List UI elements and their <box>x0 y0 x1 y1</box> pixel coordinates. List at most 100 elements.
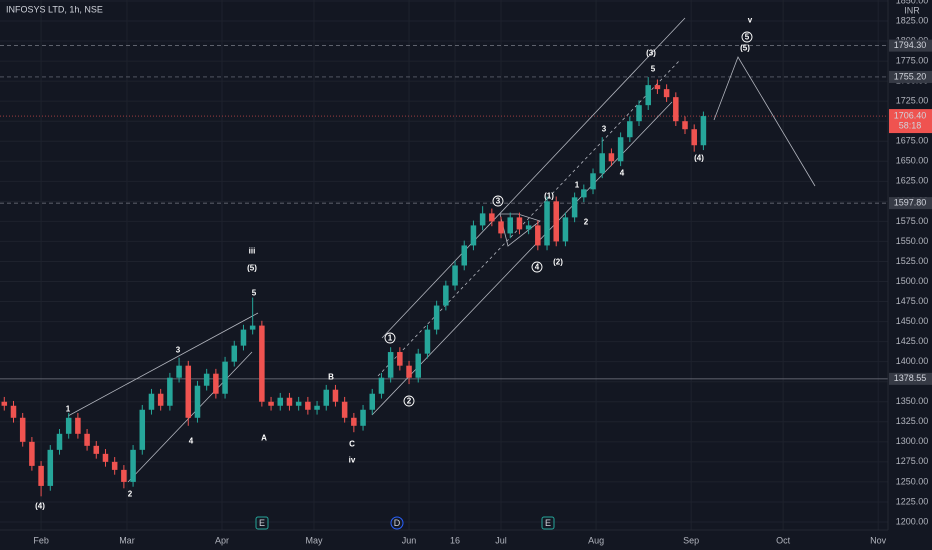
y-tick-label: 1725.00 <box>896 96 929 106</box>
wave-label: A <box>261 434 267 443</box>
candle-body <box>323 389 330 406</box>
candle-body <box>406 365 412 378</box>
channel-mid <box>377 59 681 377</box>
y-tick-label: 1350.00 <box>896 396 929 406</box>
candle-body <box>599 153 605 174</box>
candle-body <box>259 325 265 402</box>
level-label: 1794.30 <box>894 40 927 50</box>
candle-body <box>516 217 523 230</box>
x-tick-label: Jul <box>495 535 507 545</box>
candle-body <box>332 389 339 402</box>
candle-body <box>305 401 311 410</box>
candle-body <box>544 201 550 246</box>
candle-body <box>102 453 109 462</box>
candle-body <box>369 393 376 410</box>
candle-body <box>645 85 651 106</box>
level-tag <box>889 197 932 210</box>
candle-body <box>231 345 238 362</box>
candle-body <box>415 353 422 378</box>
event-icon <box>255 516 269 530</box>
candle-body <box>295 401 302 406</box>
y-tick-label: 1775.00 <box>896 55 929 65</box>
x-tick-label: Sep <box>683 535 699 545</box>
candle-body <box>56 433 63 450</box>
level-tag <box>889 372 932 385</box>
candle-body <box>10 405 17 418</box>
grid <box>0 0 888 530</box>
wave-label: 5 <box>745 33 750 42</box>
y-tick-label: 1300.00 <box>896 436 929 446</box>
candle-body <box>75 417 81 434</box>
last-price-tag <box>889 109 932 134</box>
channel-line <box>381 17 686 339</box>
wave-label: (3) <box>646 49 656 58</box>
candle-body <box>249 325 256 330</box>
candle-body <box>489 213 495 222</box>
candle-body <box>535 225 541 246</box>
candle-body <box>700 116 707 146</box>
wave-label: 4 <box>620 169 625 178</box>
wave-circle <box>741 31 753 43</box>
wave-label: 4 <box>189 437 194 446</box>
y-tick-label: 1575.00 <box>896 216 929 226</box>
candle-body <box>65 417 72 434</box>
wave-label: (4) <box>694 154 704 163</box>
candle-body <box>314 405 320 410</box>
candle-body <box>185 365 192 418</box>
x-tick-label: Feb <box>33 535 49 545</box>
y-tick-label: 1625.00 <box>896 176 929 186</box>
wave-label: 2 <box>407 397 412 406</box>
wave-label: 1 <box>66 405 71 414</box>
x-tick-label: Nov <box>870 535 887 545</box>
wave-circle <box>403 395 415 407</box>
candle-body <box>433 305 440 330</box>
wave-circle <box>531 261 543 273</box>
wave-label: C <box>349 440 355 449</box>
wave-label: (4) <box>35 502 45 511</box>
candle-body <box>479 213 486 226</box>
level-tag <box>889 39 932 52</box>
candle-body <box>461 245 467 266</box>
candle-body <box>130 449 136 482</box>
wave-label: 1 <box>388 334 393 343</box>
candle-body <box>525 225 532 230</box>
x-tick-label: Jun <box>402 535 417 545</box>
candle-body <box>157 393 164 406</box>
y-tick-label: 1450.00 <box>896 316 929 326</box>
y-tick-label: 1250.00 <box>896 476 929 486</box>
candle-body <box>84 433 90 446</box>
y-tick-label: 1225.00 <box>896 496 929 506</box>
x-tick-label: May <box>305 535 323 545</box>
candle-body <box>93 445 100 454</box>
wave-label: v <box>748 16 753 25</box>
y-tick-label: 1650.00 <box>896 156 929 166</box>
candle-body <box>19 417 26 442</box>
candle-body <box>673 97 679 122</box>
wave-label: 3 <box>176 346 181 355</box>
y-tick-label: 1200.00 <box>896 516 929 526</box>
candle-body <box>562 217 569 242</box>
y-tick-label: 1400.00 <box>896 356 929 366</box>
y-tick-label: 1275.00 <box>896 456 929 466</box>
level-label: 1755.20 <box>894 71 927 81</box>
candle-body <box>397 352 403 366</box>
candle-body <box>663 89 670 98</box>
candle-body <box>148 393 155 410</box>
wave-label: iii <box>249 247 256 256</box>
level-label: 1378.55 <box>894 373 927 383</box>
candle-body <box>498 221 504 234</box>
wave-label: 5 <box>252 289 257 298</box>
candle-body <box>286 397 293 406</box>
wave-label: iv <box>349 456 356 465</box>
wave-label: (5) <box>740 44 750 53</box>
x-tick-label: Oct <box>776 535 791 545</box>
wave-label: 2 <box>584 218 589 227</box>
wave-label: (5) <box>247 264 257 273</box>
candle-body <box>608 153 615 162</box>
triangle <box>499 213 541 247</box>
candle-body <box>38 465 44 486</box>
candles <box>1 77 707 497</box>
candle-body <box>351 417 357 426</box>
y-tick-label: 1425.00 <box>896 336 929 346</box>
candle-body <box>213 373 219 394</box>
